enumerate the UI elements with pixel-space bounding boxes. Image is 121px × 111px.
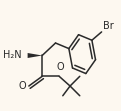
Text: O: O [57, 62, 64, 72]
Text: Br: Br [103, 21, 114, 31]
Polygon shape [28, 53, 42, 58]
Text: O: O [19, 81, 26, 91]
Text: H₂N: H₂N [3, 51, 22, 60]
